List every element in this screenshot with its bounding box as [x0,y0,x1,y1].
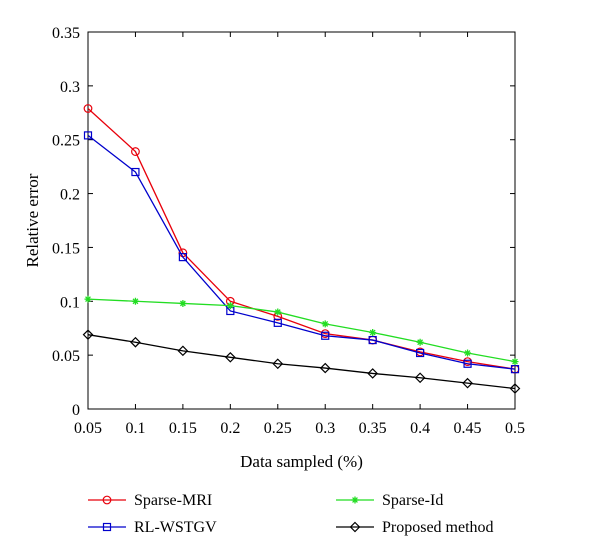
data-point-proposed-method [130,336,141,348]
plot-frame [87,31,516,410]
data-point-sparse-mri [131,147,140,156]
legend-swatch-marker [102,495,112,505]
data-point-proposed-method [509,383,521,394]
y-tick-label: 0.2 [60,187,80,204]
data-point-rl-wstgv [178,253,187,262]
data-point-sparse-id [226,302,234,310]
series-line-sparse-id [87,298,516,363]
data-point-sparse-id [416,338,424,346]
data-point-sparse-id [131,297,139,305]
series-proposed-method [82,329,521,394]
data-point-sparse-mri [83,104,93,113]
series-sparse-id [84,295,519,366]
data-point-sparse-id [511,358,519,366]
legend-label: Proposed method [382,519,494,536]
data-point-rl-wstgv [463,359,472,368]
legend-label: RL-WSTGV [134,519,217,536]
legend: Sparse-MRI RL-WSTGV Sparse-Id Proposed meth… [88,492,494,536]
legend-swatch-marker [349,521,361,533]
data-point-rl-wstgv [83,131,93,140]
y-tick-label: 0.3 [60,79,80,96]
data-point-proposed-method [224,351,236,363]
data-point-rl-wstgv [273,318,282,327]
data-point-sparse-id [179,299,187,307]
series-line-rl-wstgv [87,134,516,370]
x-tick-label: 0.4 [410,420,430,437]
x-tick-label: 0.25 [264,420,292,437]
data-point-rl-wstgv [416,348,425,358]
legend-label: Sparse-Id [382,492,443,509]
data-point-sparse-id [321,320,329,328]
y-tick-label: 0.1 [60,294,80,311]
y-tick-label: 0.15 [52,240,80,257]
plot-area [87,31,516,410]
data-point-proposed-method [319,362,331,374]
data-point-rl-wstgv [510,365,520,374]
data-point-proposed-method [177,345,189,357]
series-sparse-mri [83,104,520,374]
series-rl-wstgv [83,131,520,374]
legend-label: Sparse-MRI [134,492,212,509]
data-point-sparse-id [369,329,377,337]
data-point-rl-wstgv [131,167,140,177]
x-axis-ticks: 0.05 0.1 0.15 0.2 0.25 0.3 0.35 0.4 0.45 0.5 [74,32,525,437]
legend-swatch-marker [102,522,112,532]
y-axis-label: Relative error [23,173,42,267]
data-point-proposed-method [272,358,284,370]
data-point-sparse-id [84,295,92,303]
series-line-sparse-mri [87,107,516,370]
y-tick-label: 0.25 [52,133,80,150]
data-point-rl-wstgv [368,335,377,345]
data-point-proposed-method [82,329,94,341]
data-point-sparse-id [274,308,282,316]
x-tick-label: 0.3 [315,420,335,437]
x-tick-label: 0.1 [125,420,145,437]
x-tick-label: 0.45 [454,420,482,437]
legend-item-rl-wstgv: RL-WSTGV [88,519,217,536]
x-tick-label: 0.15 [169,420,197,437]
y-axis-ticks: 0 0.05 0.1 0.15 0.2 0.25 0.3 0.35 [52,25,515,419]
data-point-sparse-id [464,349,472,357]
x-axis-label: Data sampled (%) [240,452,363,471]
x-tick-label: 0.35 [359,420,387,437]
y-tick-label: 0.35 [52,25,80,42]
legend-item-sparse-mri: Sparse-MRI [88,492,212,509]
legend-item-proposed-method: Proposed method [336,519,494,536]
x-tick-label: 0.5 [505,420,525,437]
y-tick-label: 0 [72,402,80,419]
data-point-proposed-method [414,372,426,384]
x-tick-label: 0.2 [220,420,240,437]
series-layer [82,104,521,394]
legend-swatch-marker [351,496,359,504]
data-point-proposed-method [462,377,473,389]
data-point-proposed-method [367,368,379,379]
series-line-proposed-method [87,334,516,390]
data-point-rl-wstgv [321,331,330,340]
x-tick-label: 0.05 [74,420,102,437]
legend-item-sparse-id: Sparse-Id [336,492,443,509]
y-tick-label: 0.05 [52,348,80,365]
